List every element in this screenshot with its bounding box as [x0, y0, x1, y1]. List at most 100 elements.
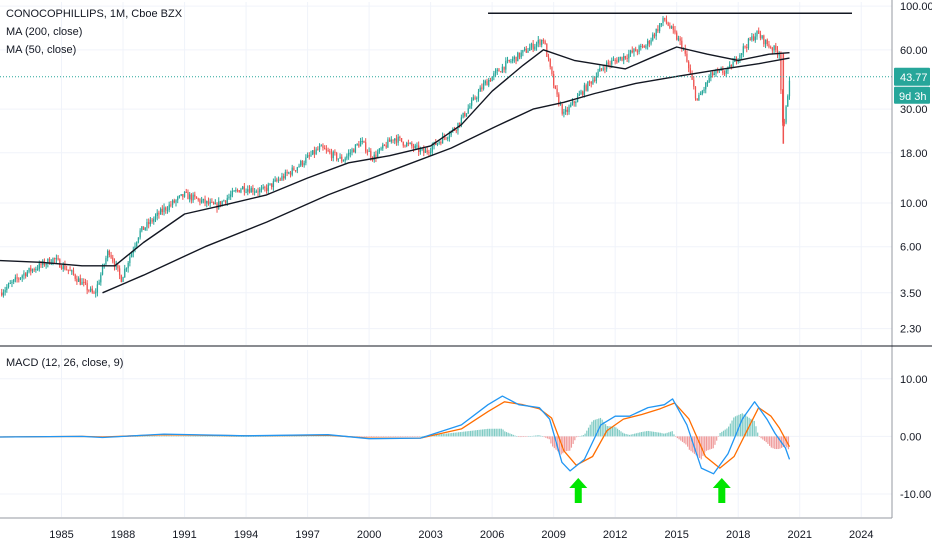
candle-body — [223, 200, 225, 202]
macd-histogram-bar — [678, 436, 680, 440]
macd-histogram-bar — [546, 436, 549, 439]
candle-body — [501, 66, 504, 73]
ma200-legend[interactable]: MA (200, close) — [6, 26, 83, 38]
macd-histogram-bar — [241, 436, 243, 437]
ma50-legend[interactable]: MA (50, close) — [6, 44, 77, 56]
macd-histogram-bar — [165, 435, 168, 437]
macd-legend[interactable]: MACD (12, 26, close, 9) — [6, 357, 124, 369]
candle — [161, 205, 163, 216]
candle-body — [204, 198, 206, 204]
macd-histogram-bar — [524, 436, 526, 437]
candle-body — [45, 263, 47, 266]
candle-body — [31, 269, 34, 272]
candle-body — [488, 79, 490, 86]
candle-body — [788, 80, 791, 97]
candle — [669, 22, 671, 30]
candle — [474, 95, 476, 101]
macd-histogram-bar — [422, 436, 424, 437]
candle — [621, 56, 623, 62]
candle-body — [139, 230, 141, 238]
candle-body — [657, 28, 659, 32]
candle-body — [561, 104, 563, 114]
candle-body — [645, 45, 647, 48]
candle — [197, 197, 199, 202]
macd-histogram-bar — [569, 436, 571, 451]
candle — [368, 147, 370, 152]
candle-body — [185, 191, 187, 193]
macd-histogram-bar — [688, 436, 690, 450]
candle-body — [611, 60, 613, 65]
candle-body — [445, 137, 447, 139]
candle-body — [113, 261, 116, 267]
candle-body — [11, 281, 13, 284]
macd-histogram-bar — [664, 433, 667, 437]
macd-histogram-bar — [666, 432, 668, 437]
candle — [378, 148, 380, 154]
candle — [242, 185, 244, 190]
macd-histogram-bar — [717, 436, 719, 437]
candle — [445, 136, 447, 141]
macd-histogram-bar — [572, 436, 574, 444]
candle — [325, 145, 328, 154]
macd-histogram-bar — [531, 435, 533, 437]
indicator-lines — [0, 12, 892, 294]
candle-body — [575, 101, 577, 103]
candle-body — [100, 274, 102, 283]
symbol-title[interactable]: CONOCOPHILLIPS, 1M, Cboe BZX — [6, 8, 183, 20]
candle — [616, 57, 618, 64]
candle-body — [424, 150, 427, 153]
candle-body — [570, 104, 572, 107]
candle-body — [361, 140, 363, 142]
macd-histogram-bar — [782, 436, 784, 448]
candle — [566, 106, 568, 116]
candle-body — [761, 35, 763, 39]
candle — [64, 260, 66, 271]
macd-histogram-bar — [434, 434, 436, 437]
candle-body — [67, 269, 69, 271]
candle-body — [744, 46, 746, 48]
candle — [351, 147, 353, 156]
candle — [277, 176, 280, 183]
candle-body — [363, 140, 365, 143]
candle-body — [163, 207, 165, 213]
candle — [177, 195, 179, 204]
candle — [488, 77, 490, 88]
macd-histogram-bar — [271, 436, 273, 437]
candle-body — [212, 202, 215, 205]
x-tick-label: 2024 — [849, 529, 873, 541]
candle-body — [571, 101, 574, 105]
candle-body — [470, 100, 473, 106]
candle-body — [62, 264, 64, 269]
macd-histogram-bar — [201, 436, 203, 437]
candle — [638, 44, 640, 55]
macd-histogram-bar — [229, 436, 231, 437]
macd-histogram-bar — [493, 428, 496, 437]
macd-histogram-bar — [311, 435, 313, 437]
candle-body — [770, 47, 772, 49]
macd-histogram-bar — [177, 435, 179, 437]
candle-body — [301, 160, 304, 166]
candle — [623, 53, 625, 65]
candle — [503, 66, 505, 73]
candle-body — [320, 145, 322, 147]
candle — [269, 183, 271, 186]
x-tick-label: 2021 — [787, 529, 811, 541]
candle-body — [462, 112, 464, 118]
candle — [165, 206, 167, 214]
macd-histogram-bar — [179, 435, 181, 437]
candle-body — [440, 142, 442, 144]
candle-body — [460, 117, 463, 125]
candle-body — [539, 40, 541, 45]
candle-body — [385, 145, 387, 148]
macd-histogram-bar — [702, 436, 704, 456]
candle-body — [14, 277, 17, 280]
candle-body — [168, 204, 170, 210]
x-tick-label: 1997 — [295, 529, 319, 541]
macd-histogram-bar — [307, 435, 309, 437]
candle-body — [112, 257, 114, 262]
macd-histogram-bar — [287, 436, 289, 437]
candle — [373, 151, 375, 163]
macd-histogram-bar — [235, 436, 238, 437]
candle — [561, 103, 563, 116]
